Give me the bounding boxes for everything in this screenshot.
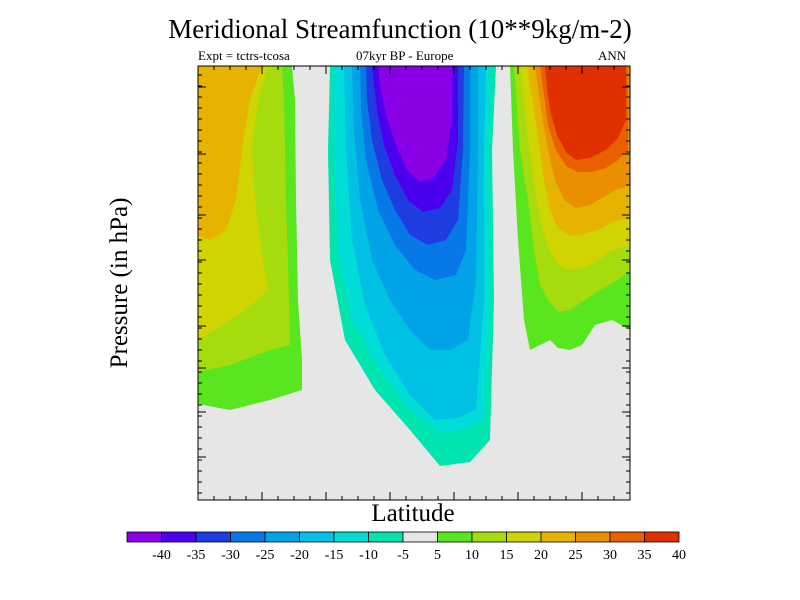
colorbar-swatch <box>609 531 645 543</box>
colorbar-label: -10 <box>359 548 378 563</box>
right-cell-contour-40 <box>545 66 626 160</box>
colorbar-label: -40 <box>152 548 171 563</box>
colorbar-swatch <box>506 531 542 543</box>
left-cell-contour-25 <box>198 66 262 240</box>
colorbar-swatch <box>471 531 507 543</box>
colorbar-swatch <box>437 531 473 543</box>
colorbar-label: -20 <box>290 548 309 563</box>
colorbar-label: 20 <box>534 548 548 563</box>
colorbar-swatch <box>299 531 335 543</box>
colorbar-label: 25 <box>569 548 583 563</box>
x-axis-label: Latitude <box>371 500 455 527</box>
colorbar-label: 35 <box>638 548 652 563</box>
chart-title: Meridional Streamfunction (10**9kg/m-2) <box>168 14 632 44</box>
colorbar-label: -5 <box>397 548 409 563</box>
colorbar-label: 30 <box>603 548 617 563</box>
colorbar-label: -30 <box>221 548 240 563</box>
center-cell-contour-minus40 <box>378 66 452 182</box>
colorbar-label: -35 <box>187 548 206 563</box>
colorbar-swatch <box>368 531 404 543</box>
colorbar-swatch <box>575 531 611 543</box>
colorbar-swatch <box>644 531 680 543</box>
subtitle-period: 07kyr BP - Europe <box>356 48 454 63</box>
colorbar-label: -15 <box>325 548 344 563</box>
colorbar-swatch <box>126 531 162 543</box>
colorbar-swatch <box>161 531 197 543</box>
colorbar-label: 40 <box>672 548 686 563</box>
colorbar-label: 5 <box>434 548 441 563</box>
plot-frame <box>197 65 631 501</box>
colorbar-swatch <box>540 531 576 543</box>
colorbar-swatch <box>230 531 266 543</box>
colorbar-swatch <box>402 531 438 543</box>
subtitle-season: ANN <box>598 48 627 63</box>
subtitle-experiment: Expt = tctrs-tcosa <box>198 48 290 63</box>
colorbar-label: -25 <box>256 548 275 563</box>
colorbar: -40 -35 -30 -25 -20 -15 -10 -5 5 10 15 20 25 30 35 40 <box>126 531 686 563</box>
colorbar-swatch <box>195 531 231 543</box>
colorbar-label: 10 <box>465 548 479 563</box>
colorbar-swatch <box>264 531 300 543</box>
colorbar-label: 15 <box>500 548 514 563</box>
colorbar-swatch <box>333 531 369 543</box>
